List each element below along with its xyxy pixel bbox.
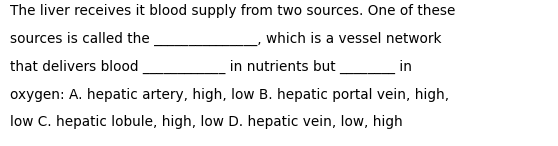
Text: oxygen: A. hepatic artery, high, low B. hepatic portal vein, high,: oxygen: A. hepatic artery, high, low B. … bbox=[10, 88, 449, 102]
Text: low C. hepatic lobule, high, low D. hepatic vein, low, high: low C. hepatic lobule, high, low D. hepa… bbox=[10, 115, 403, 129]
Text: sources is called the _______________, which is a vessel network: sources is called the _______________, w… bbox=[10, 32, 441, 46]
Text: The liver receives it blood supply from two sources. One of these: The liver receives it blood supply from … bbox=[10, 4, 455, 18]
Text: that delivers blood ____________ in nutrients but ________ in: that delivers blood ____________ in nutr… bbox=[10, 60, 412, 74]
